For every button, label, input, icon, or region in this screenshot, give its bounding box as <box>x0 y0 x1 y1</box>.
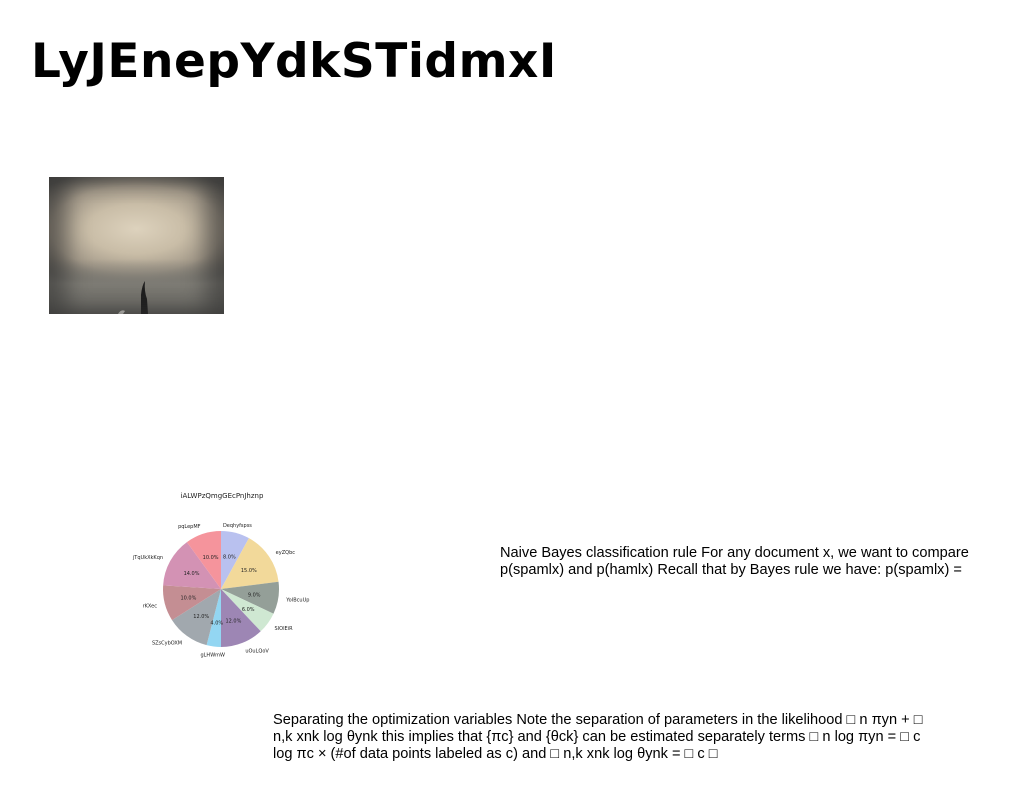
pie-percent-label: 15.0% <box>241 568 257 574</box>
pie-slice-gLHWmW <box>206 589 221 647</box>
pie-category-label: uOuLQoV <box>245 648 269 654</box>
pie-slice-SIOIEiR <box>221 589 274 632</box>
pie-slice-eyZQbc <box>221 538 279 589</box>
pie-percent-label: 9.0% <box>248 592 261 598</box>
pie-category-label: SZsCybOXM <box>152 640 182 646</box>
pie-category-label: rKXec <box>143 603 158 609</box>
photo-figure <box>118 281 148 314</box>
pie-labels: 8.0% Deqhyfspss 15.0% eyZQbc 9.0% YoIBcuUp 6.0… <box>132 523 309 659</box>
optimization-paragraph: Separating the optimization variables No… <box>273 712 923 762</box>
pie-percent-label: 12.0% <box>225 618 241 624</box>
pie-percent-label: 10.0% <box>203 555 219 561</box>
pie-percent-label: 8.0% <box>223 554 236 560</box>
pie-percent-label: 10.0% <box>180 595 196 601</box>
pie-slices <box>163 531 279 647</box>
page-title: LyJEnepYdkSTidmxI <box>31 34 557 89</box>
photo-image <box>49 177 224 314</box>
pie-category-label: pqLepMF <box>178 524 201 530</box>
pie-category-label: jTqUkXkKqn <box>132 555 163 561</box>
pie-chart: iALWPzQmgGEcPnJhznp 8.0% Deqhyfspss 15.0% e… <box>132 492 309 659</box>
pie-percent-label: 4.0% <box>210 620 223 626</box>
naive-bayes-paragraph: Naive Bayes classification rule For any … <box>500 545 969 578</box>
pie-category-label: SIOIEiR <box>274 626 293 632</box>
pie-category-label: Deqhyfspss <box>223 523 252 529</box>
pie-percent-label: 6.0% <box>242 607 255 613</box>
pie-category-label: YoIBcuUp <box>285 597 309 603</box>
pie-percent-label: 14.0% <box>184 571 200 577</box>
pie-slice-jTqUkXkKqn <box>163 542 221 589</box>
pie-slice-rKXec <box>163 585 221 621</box>
chart-title: iALWPzQmgGEcPnJhznp <box>181 492 264 500</box>
pie-slice-SZsCybOXM <box>172 589 221 646</box>
pie-category-label: eyZQbc <box>276 550 296 556</box>
pie-slice-Deqhyfspss <box>221 531 249 589</box>
photo-vignette <box>49 177 224 314</box>
pie-percent-label: 12.0% <box>193 614 209 620</box>
photo-floor <box>49 259 224 314</box>
pie-slice-YoIBcuUp <box>221 581 279 614</box>
pie-category-label: gLHWmW <box>200 653 225 659</box>
pie-slice-uOuLQoV <box>221 589 261 647</box>
pie-slice-pqLepMF <box>186 531 221 589</box>
